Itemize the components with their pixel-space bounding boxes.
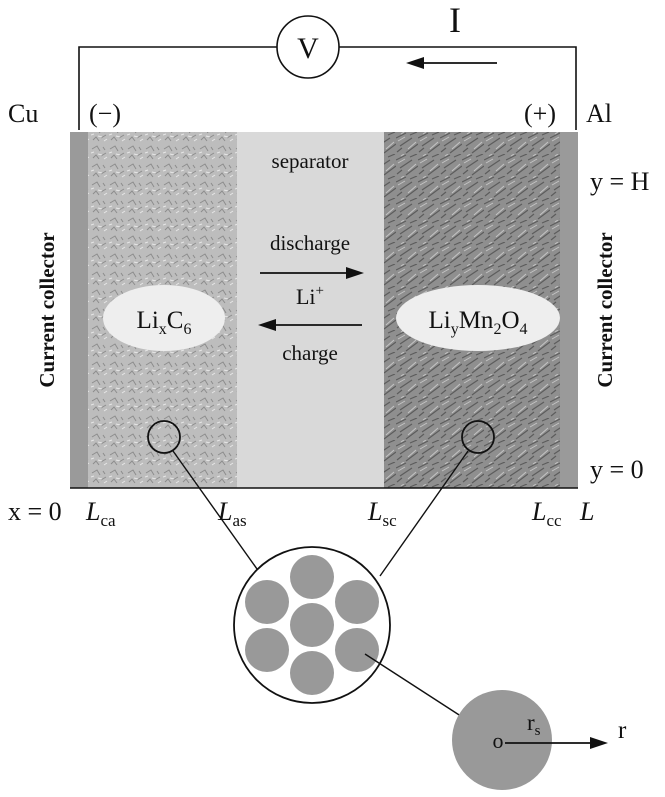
left-polarity-label: (−) bbox=[89, 99, 121, 128]
L-as-label: Las bbox=[217, 497, 247, 530]
y-bottom-label: y = 0 bbox=[590, 455, 644, 484]
radial-arrowhead-icon bbox=[590, 737, 608, 749]
separator-region bbox=[237, 132, 384, 488]
charge-label: charge bbox=[282, 341, 338, 365]
charge-arrowhead-icon bbox=[258, 319, 276, 331]
voltmeter-icon bbox=[276, 15, 340, 79]
left-wire bbox=[78, 46, 277, 130]
x-origin-label: x = 0 bbox=[8, 497, 62, 526]
discharge-label: discharge bbox=[270, 231, 350, 255]
cathode-zoom-line bbox=[379, 450, 469, 577]
right-polarity-label: (+) bbox=[524, 99, 556, 128]
y-top-label: y = H bbox=[590, 167, 650, 196]
L-sc-label: Lsc bbox=[367, 497, 397, 530]
lithium-ion-label: Li+ bbox=[296, 283, 324, 309]
right-current-collector bbox=[560, 132, 578, 488]
current-arrowhead-icon bbox=[406, 57, 424, 69]
L-ca-label: Lca bbox=[85, 497, 116, 530]
left-metal-label: Cu bbox=[8, 99, 38, 128]
particle bbox=[290, 603, 334, 647]
particle bbox=[290, 651, 334, 695]
current-label: I bbox=[449, 0, 461, 40]
cathode-material-label: LiyMn2O4 bbox=[428, 307, 527, 338]
particle bbox=[290, 555, 334, 599]
single-particle bbox=[452, 690, 552, 790]
discharge-arrowhead-icon bbox=[346, 267, 364, 279]
right-metal-label: Al bbox=[586, 99, 612, 128]
particle bbox=[335, 580, 379, 624]
anode-material-ellipse bbox=[103, 285, 225, 351]
anode-zoom-line bbox=[172, 450, 263, 577]
anode-magnifier-circle bbox=[147, 420, 181, 454]
right-collector-label: Current collector bbox=[593, 232, 617, 387]
voltmeter-label: V bbox=[297, 32, 319, 65]
right-wire bbox=[339, 46, 577, 130]
particle bbox=[245, 628, 289, 672]
L-cc-label: Lcc bbox=[531, 497, 562, 530]
left-current-collector bbox=[70, 132, 88, 488]
particle-center-label: o bbox=[493, 728, 504, 753]
particle bbox=[245, 580, 289, 624]
anode-material-label: LixC6 bbox=[137, 307, 192, 338]
particle-zoom-line bbox=[364, 653, 471, 723]
radial-coordinate-label: r bbox=[618, 717, 627, 744]
particle-radius-label: rs bbox=[527, 710, 541, 739]
cathode-magnifier-circle bbox=[461, 420, 495, 454]
L-end-label: L bbox=[579, 497, 594, 526]
cathode-material-ellipse bbox=[396, 285, 560, 351]
separator-label: separator bbox=[272, 149, 349, 173]
external-circuit: V I bbox=[78, 0, 577, 130]
left-collector-label: Current collector bbox=[35, 232, 59, 387]
particle bbox=[335, 628, 379, 672]
particle-cluster bbox=[233, 546, 391, 704]
